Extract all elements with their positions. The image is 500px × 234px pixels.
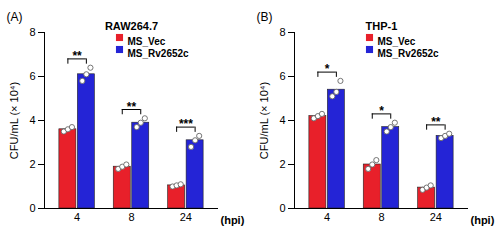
svg-text:4: 4 bbox=[279, 114, 285, 126]
svg-text:6: 6 bbox=[279, 70, 285, 82]
svg-text:(hpi): (hpi) bbox=[221, 214, 245, 226]
svg-text:**: ** bbox=[127, 100, 137, 114]
svg-text:MS_Vec: MS_Vec bbox=[378, 36, 416, 47]
svg-text:(A): (A) bbox=[7, 10, 23, 24]
svg-text:4: 4 bbox=[29, 114, 35, 126]
svg-text:MS_Rv2652c: MS_Rv2652c bbox=[128, 48, 190, 59]
svg-text:8: 8 bbox=[29, 26, 35, 38]
svg-text:CFU/mL (× 10⁴): CFU/mL (× 10⁴) bbox=[258, 82, 270, 159]
svg-text:8: 8 bbox=[279, 26, 285, 38]
svg-text:6: 6 bbox=[29, 70, 35, 82]
svg-text:8: 8 bbox=[128, 211, 134, 223]
svg-text:MS_Rv2652c: MS_Rv2652c bbox=[378, 48, 440, 59]
svg-text:**: ** bbox=[72, 49, 82, 63]
svg-text:8: 8 bbox=[378, 211, 384, 223]
svg-text:*: * bbox=[325, 62, 330, 76]
svg-text:0: 0 bbox=[29, 202, 35, 214]
svg-text:**: ** bbox=[431, 115, 441, 129]
svg-text:THP-1: THP-1 bbox=[366, 20, 398, 32]
svg-text:(hpi): (hpi) bbox=[471, 214, 495, 226]
svg-text:4: 4 bbox=[74, 211, 80, 223]
svg-text:4: 4 bbox=[324, 211, 330, 223]
svg-text:MS_Vec: MS_Vec bbox=[128, 36, 166, 47]
svg-text:0: 0 bbox=[279, 202, 285, 214]
svg-text:2: 2 bbox=[29, 158, 35, 170]
svg-text:CFU/mL (× 10⁴): CFU/mL (× 10⁴) bbox=[8, 82, 20, 159]
svg-text:24: 24 bbox=[430, 211, 442, 223]
svg-text:2: 2 bbox=[279, 158, 285, 170]
svg-text:24: 24 bbox=[180, 211, 192, 223]
svg-text:***: *** bbox=[179, 117, 193, 131]
svg-text:(B): (B) bbox=[257, 10, 273, 24]
svg-text:RAW264.7: RAW264.7 bbox=[105, 20, 158, 32]
svg-text:*: * bbox=[379, 104, 384, 118]
